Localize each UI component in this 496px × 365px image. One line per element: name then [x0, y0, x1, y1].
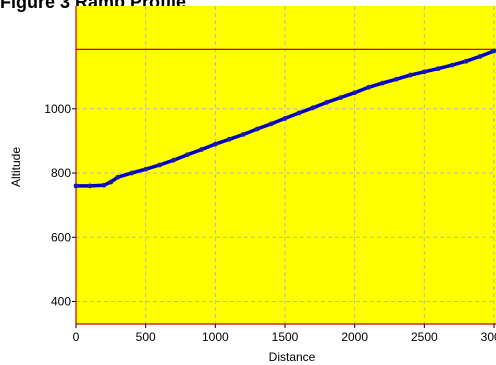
x-tick-label: 1000: [202, 330, 229, 344]
data-point: [108, 179, 114, 185]
y-tick-label: 1000: [44, 102, 71, 116]
data-point: [254, 126, 260, 132]
data-point: [324, 99, 330, 105]
x-tick-label: 3000: [481, 330, 496, 344]
data-point: [282, 116, 288, 121]
data-point: [408, 72, 413, 78]
data-point: [73, 183, 79, 189]
x-tick-label: 1500: [272, 330, 299, 344]
data-point: [394, 76, 399, 82]
x-tick-label: 2500: [411, 330, 438, 344]
data-point: [296, 110, 302, 116]
x-axis-label: Distance: [269, 350, 316, 364]
x-tick-label: 500: [136, 330, 156, 344]
data-point: [366, 84, 371, 90]
data-point: [185, 152, 190, 158]
data-point: [226, 136, 232, 142]
data-point: [115, 174, 121, 180]
x-ticks: 0 500 1000 1500 2000 2500 3000: [73, 324, 496, 344]
data-point: [491, 48, 496, 54]
y-tick-label: 800: [51, 166, 71, 180]
data-point: [101, 182, 107, 188]
data-point: [310, 105, 316, 111]
data-point: [352, 90, 358, 96]
data-point: [463, 58, 469, 64]
data-point: [338, 95, 344, 100]
data-point: [435, 66, 441, 72]
data-point: [87, 183, 93, 189]
x-tick-label: 0: [73, 330, 80, 344]
data-point: [199, 147, 204, 152]
data-point: [380, 80, 385, 86]
grid-lines: [76, 6, 496, 324]
data-point: [143, 166, 149, 172]
y-tick-label: 400: [51, 295, 71, 309]
y-axis-label: Altitude: [9, 147, 23, 187]
data-point: [240, 132, 246, 137]
data-point: [129, 170, 135, 176]
data-point: [421, 69, 427, 75]
series-group: [73, 48, 496, 189]
data-point: [171, 157, 176, 163]
plot-area: [76, 6, 496, 324]
x-tick-label: 2000: [341, 330, 368, 344]
y-ticks: 400 600 800 1000: [44, 102, 76, 309]
y-tick-label: 600: [51, 230, 71, 244]
data-point: [157, 162, 163, 168]
data-point: [212, 141, 218, 147]
data-point: [449, 62, 455, 68]
data-point: [268, 121, 274, 127]
data-point: [477, 54, 483, 59]
